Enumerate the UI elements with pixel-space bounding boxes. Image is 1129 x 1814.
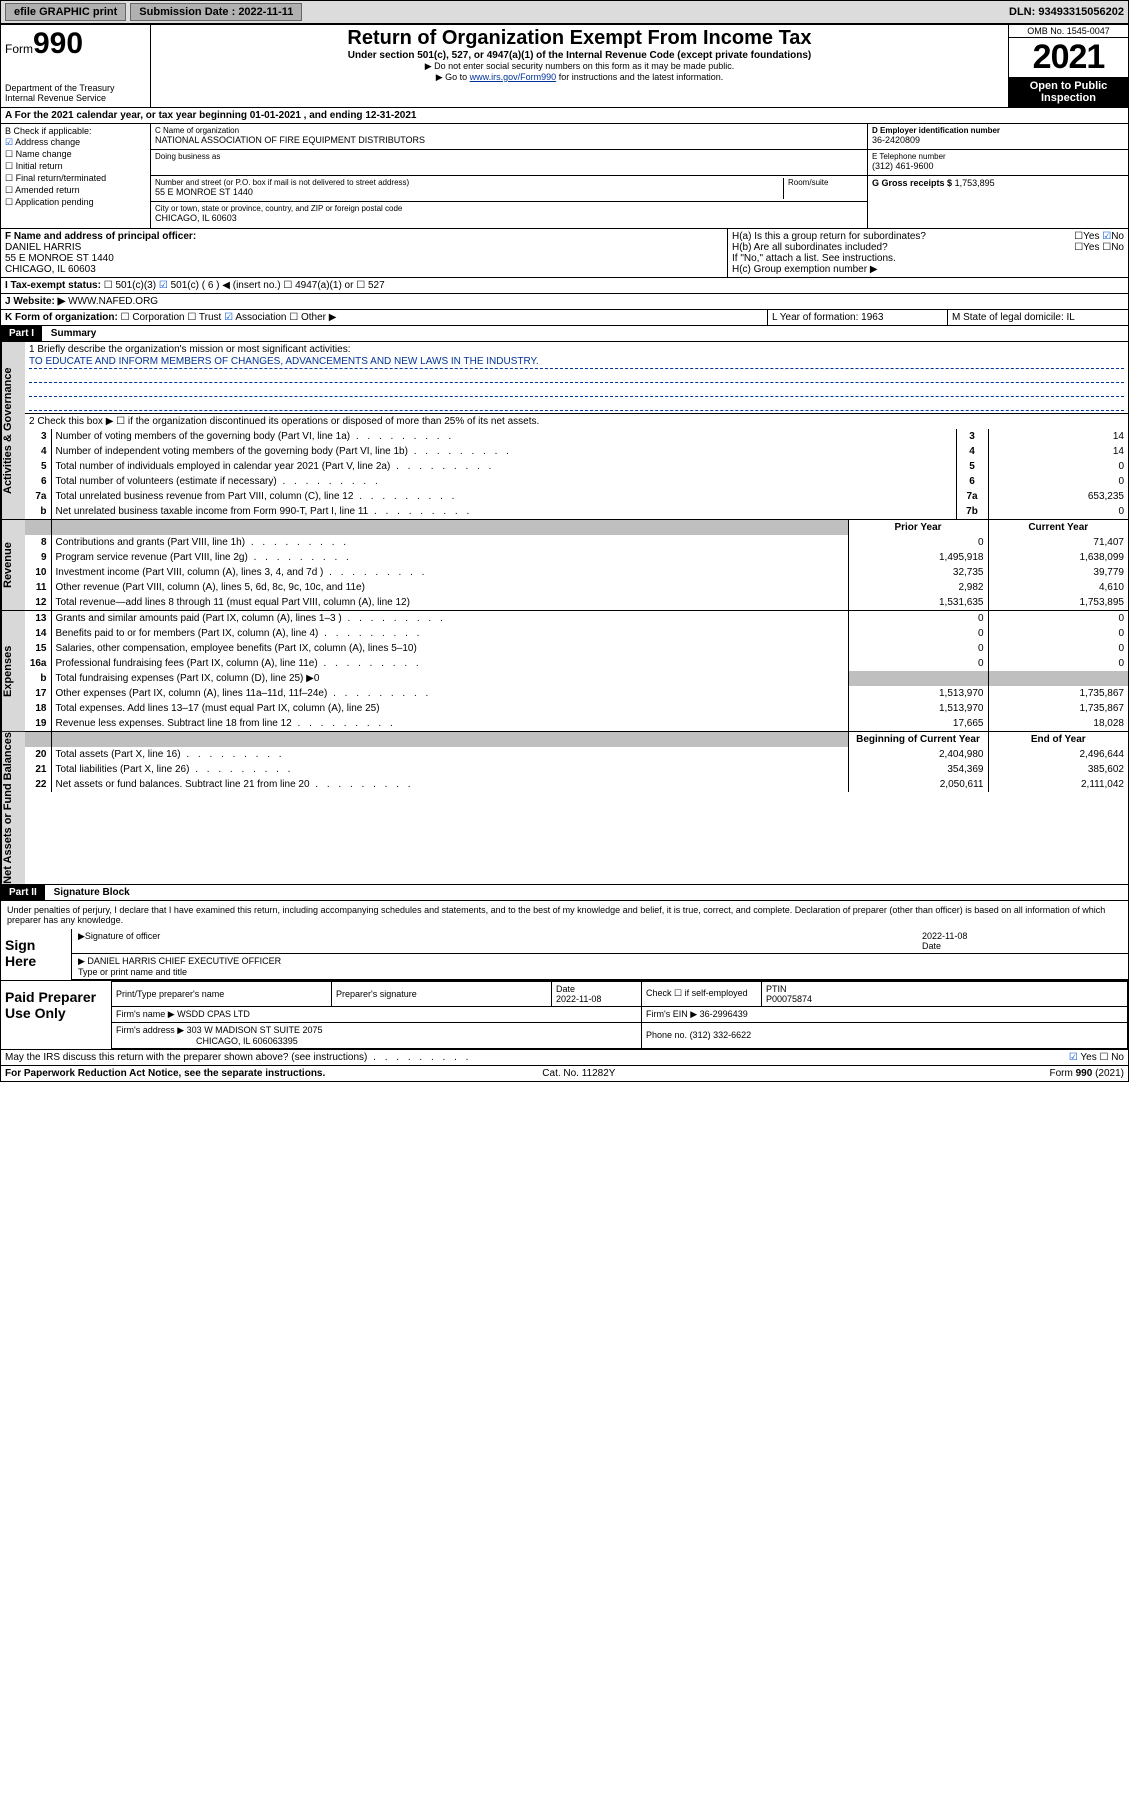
subtitle-2: ▶ Do not enter social security numbers o… <box>157 61 1002 72</box>
revenue-table: Prior YearCurrent Year 8Contributions an… <box>25 520 1128 610</box>
chk-amended-return[interactable]: Amended return <box>5 185 146 196</box>
chk-name-change[interactable]: Name change <box>5 149 146 160</box>
tax-year: 2021 <box>1009 38 1128 77</box>
city-label: City or town, state or province, country… <box>155 204 863 213</box>
net-assets-section: Net Assets or Fund Balances Beginning of… <box>1 732 1128 885</box>
form-title: Return of Organization Exempt From Incom… <box>157 27 1002 50</box>
org-name: NATIONAL ASSOCIATION OF FIRE EQUIPMENT D… <box>155 135 863 145</box>
ein-label: D Employer identification number <box>872 126 1124 135</box>
mission-text: TO EDUCATE AND INFORM MEMBERS OF CHANGES… <box>29 355 1124 369</box>
instructions-link[interactable]: www.irs.gov/Form990 <box>470 72 557 82</box>
line1-label: 1 Briefly describe the organization's mi… <box>29 344 1124 355</box>
year-formation: L Year of formation: 1963 <box>768 310 948 325</box>
revenue-section: Revenue Prior YearCurrent Year 8Contribu… <box>1 520 1128 611</box>
discuss-yes-checkbox[interactable] <box>1069 1052 1078 1063</box>
expenses-table: 13Grants and similar amounts paid (Part … <box>25 611 1128 731</box>
dba-label: Doing business as <box>155 152 863 161</box>
form-footer: For Paperwork Reduction Act Notice, see … <box>1 1066 1128 1081</box>
department-label: Department of the Treasury Internal Reve… <box>5 83 146 103</box>
expenses-section: Expenses 13Grants and similar amounts pa… <box>1 611 1128 732</box>
form-container: Form990 Department of the Treasury Inter… <box>0 24 1129 1082</box>
dln-label: DLN: 93493315056202 <box>1009 6 1124 18</box>
officer-label: F Name and address of principal officer: <box>5 231 196 242</box>
row-j: J Website: ▶ WWW.NAFED.ORG <box>1 294 1128 310</box>
rev-label: Revenue <box>1 520 25 610</box>
section-b-through-g: B Check if applicable: Address change Na… <box>1 124 1128 229</box>
association-checkbox[interactable] <box>224 312 233 323</box>
row-i: I Tax-exempt status: ☐ 501(c)(3) 501(c) … <box>1 278 1128 294</box>
net-assets-table: Beginning of Current YearEnd of Year 20T… <box>25 732 1128 792</box>
chk-address-change[interactable]: Address change <box>5 137 146 148</box>
row-a-tax-year: A For the 2021 calendar year, or tax yea… <box>1 108 1128 124</box>
line2-text: 2 Check this box ▶ ☐ if the organization… <box>25 414 1128 429</box>
form-header: Form990 Department of the Treasury Inter… <box>1 25 1128 108</box>
chk-initial-return[interactable]: Initial return <box>5 161 146 172</box>
phone-label: E Telephone number <box>872 152 1124 161</box>
subtitle-1: Under section 501(c), 527, or 4947(a)(1)… <box>157 50 1002 61</box>
chk-application-pending[interactable]: Application pending <box>5 197 146 208</box>
hc-label: H(c) Group exemption number ▶ <box>732 264 1124 275</box>
efile-button[interactable]: efile GRAPHIC print <box>5 3 126 21</box>
street-address: 55 E MONROE ST 1440 <box>155 187 783 197</box>
phone-value: (312) 461-9600 <box>872 161 1124 171</box>
discuss-row: May the IRS discuss this return with the… <box>1 1050 1128 1066</box>
ha-no-checkbox[interactable] <box>1102 231 1111 242</box>
501c-checkbox[interactable] <box>159 280 168 291</box>
hb-note: If "No," attach a list. See instructions… <box>732 253 1124 264</box>
top-toolbar: efile GRAPHIC print Submission Date : 20… <box>0 0 1129 24</box>
col-b-checkboxes: B Check if applicable: Address change Na… <box>1 124 151 228</box>
ag-table: 3Number of voting members of the governi… <box>25 429 1128 519</box>
officer-addr1: 55 E MONROE ST 1440 <box>5 253 114 264</box>
exp-label: Expenses <box>1 611 25 731</box>
street-label: Number and street (or P.O. box if mail i… <box>155 178 783 187</box>
hb-label: H(b) Are all subordinates included? ☐Yes… <box>732 242 1124 253</box>
subtitle-3: ▶ Go to www.irs.gov/Form990 for instruct… <box>157 72 1002 83</box>
part-1-header: Part I Summary <box>1 326 1128 342</box>
open-inspection-badge: Open to Public Inspection <box>1009 77 1128 107</box>
declaration-text: Under penalties of perjury, I declare th… <box>1 901 1128 929</box>
ag-label: Activities & Governance <box>1 342 25 519</box>
part-2-header: Part II Signature Block <box>1 885 1128 901</box>
sign-here-row: Sign Here Signature of officer 2022-11-0… <box>1 929 1128 981</box>
preparer-table: Print/Type preparer's name Preparer's si… <box>111 981 1128 1049</box>
room-label: Room/suite <box>788 178 863 187</box>
gross-receipts-label: G Gross receipts $ <box>872 178 952 188</box>
state-domicile: M State of legal domicile: IL <box>948 310 1128 325</box>
row-f-h: F Name and address of principal officer:… <box>1 229 1128 278</box>
website-value: WWW.NAFED.ORG <box>68 296 158 307</box>
row-k-l-m: K Form of organization: ☐ Corporation ☐ … <box>1 310 1128 326</box>
chk-final-return[interactable]: Final return/terminated <box>5 173 146 184</box>
omb-number: OMB No. 1545-0047 <box>1009 25 1128 38</box>
paid-preparer-row: Paid Preparer Use Only Print/Type prepar… <box>1 981 1128 1050</box>
submission-date-button[interactable]: Submission Date : 2022-11-11 <box>130 3 302 21</box>
activities-governance-section: Activities & Governance 1 Briefly descri… <box>1 342 1128 520</box>
form-number: Form990 <box>5 27 146 61</box>
city-state-zip: CHICAGO, IL 60603 <box>155 213 863 223</box>
gross-receipts-value: 1,753,895 <box>955 178 995 188</box>
org-name-label: C Name of organization <box>155 126 863 135</box>
na-label: Net Assets or Fund Balances <box>1 732 25 884</box>
ha-label: H(a) Is this a group return for subordin… <box>732 231 1124 242</box>
officer-name: DANIEL HARRIS <box>5 242 81 253</box>
officer-addr2: CHICAGO, IL 60603 <box>5 264 96 275</box>
ein-value: 36-2420809 <box>872 135 1124 145</box>
officer-printed-name: DANIEL HARRIS CHIEF EXECUTIVE OFFICER <box>87 956 281 966</box>
